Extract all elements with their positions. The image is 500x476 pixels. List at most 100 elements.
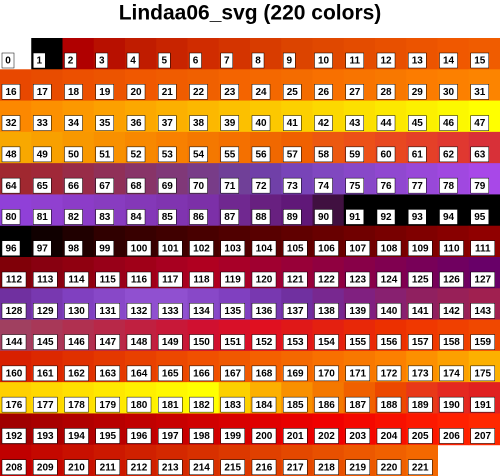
- swatch-label: 53: [162, 149, 174, 160]
- swatch-label: 128: [6, 306, 23, 317]
- swatch: 152: [250, 319, 282, 352]
- swatch-label: 58: [318, 149, 330, 160]
- label-box: [158, 334, 183, 350]
- swatch-label: 125: [412, 275, 429, 286]
- swatch-label: 66: [68, 181, 80, 192]
- label-box: [126, 52, 140, 69]
- swatch: 23: [218, 69, 251, 102]
- label-box: [439, 240, 464, 256]
- swatch: 67: [93, 163, 126, 195]
- swatch: 29: [406, 69, 438, 102]
- swatch: 161: [31, 350, 63, 383]
- label-box: [439, 177, 458, 194]
- swatch: 118: [187, 257, 220, 289]
- label-box: [126, 365, 152, 382]
- swatch-label: 35: [99, 118, 111, 129]
- label-box: [408, 240, 433, 256]
- swatch-label: 146: [68, 337, 85, 348]
- swatch-label: 149: [162, 337, 179, 348]
- swatch-label: 93: [412, 212, 424, 223]
- swatch: 97: [31, 225, 63, 258]
- swatch-label: 142: [443, 306, 460, 317]
- swatch: 1: [31, 38, 63, 70]
- swatch-label: 137: [287, 306, 304, 317]
- swatch: 162: [62, 350, 95, 383]
- swatch-label: 162: [68, 368, 85, 379]
- swatch-label: 68: [130, 181, 142, 192]
- label-box: [158, 84, 177, 100]
- swatch-label: 210: [68, 462, 85, 473]
- swatch: 156: [375, 319, 407, 352]
- swatch: 13: [406, 38, 438, 70]
- swatch-label: 60: [380, 149, 392, 160]
- label-box: [1, 271, 27, 288]
- label-box: [220, 428, 245, 444]
- label-box: [64, 115, 83, 131]
- swatch: 148: [125, 319, 157, 352]
- swatch-label: 1: [36, 56, 42, 67]
- label-box: [251, 334, 277, 350]
- label-box: [189, 459, 214, 475]
- label-box: [251, 146, 271, 163]
- swatch: 36: [125, 100, 157, 133]
- swatch-label: 190: [443, 400, 460, 411]
- swatch: 40: [250, 100, 282, 133]
- swatch-label: 156: [381, 337, 398, 348]
- swatch: 192: [0, 413, 32, 446]
- swatch: 117: [156, 257, 188, 289]
- swatch-label: 161: [37, 368, 54, 379]
- swatch: 9: [281, 38, 313, 70]
- swatch: 196: [125, 413, 157, 446]
- swatch: 44: [375, 100, 407, 133]
- swatch-label: 117: [162, 275, 179, 286]
- swatch-label: 169: [287, 368, 304, 379]
- label-box: [64, 428, 89, 444]
- swatch-label: 180: [131, 400, 148, 411]
- swatch: 201: [281, 413, 313, 446]
- label-box: [220, 396, 245, 413]
- label-box: [1, 146, 21, 163]
- swatch: 101: [156, 225, 188, 258]
- swatch-label: 82: [68, 212, 80, 223]
- swatch-label: 9: [286, 56, 292, 67]
- swatch: 137: [281, 288, 313, 321]
- swatch: 220: [375, 444, 407, 476]
- label-box: [251, 271, 277, 288]
- swatch-label: 127: [474, 275, 491, 286]
- swatch: 62: [437, 131, 470, 164]
- swatch-label: 12: [380, 56, 392, 67]
- swatch-label: 204: [381, 431, 398, 442]
- label-box: [345, 396, 370, 413]
- label-box: [220, 240, 245, 256]
- swatch: 153: [281, 319, 313, 352]
- swatch: 26: [312, 69, 345, 102]
- label-box: [64, 84, 83, 100]
- swatch-label: 14: [443, 56, 455, 67]
- swatch-label: 118: [193, 275, 210, 286]
- label-box: [408, 209, 427, 225]
- label-box: [314, 396, 339, 413]
- swatch-label: 97: [37, 243, 49, 254]
- swatch: 177: [31, 382, 63, 414]
- label-box: [345, 52, 364, 69]
- label-box: [64, 146, 83, 163]
- label-box: [220, 115, 239, 131]
- swatch-label: 212: [131, 462, 148, 473]
- swatch: 119: [218, 257, 251, 289]
- swatch-label: 216: [256, 462, 273, 473]
- label-box: [283, 52, 296, 69]
- swatch: 50: [62, 131, 95, 164]
- swatch: 214: [187, 444, 220, 476]
- swatch: 131: [93, 288, 126, 321]
- label-box: [158, 209, 177, 225]
- swatch: 8: [250, 38, 282, 70]
- label-box: [408, 52, 427, 69]
- swatch-label: 199: [224, 431, 241, 442]
- swatch-label: 32: [5, 118, 17, 129]
- swatch: 110: [437, 225, 470, 258]
- swatch-label: 41: [287, 118, 299, 129]
- swatch-label: 203: [349, 431, 366, 442]
- swatch: 89: [281, 194, 313, 227]
- swatch-label: 152: [256, 337, 273, 348]
- label-box: [283, 146, 302, 163]
